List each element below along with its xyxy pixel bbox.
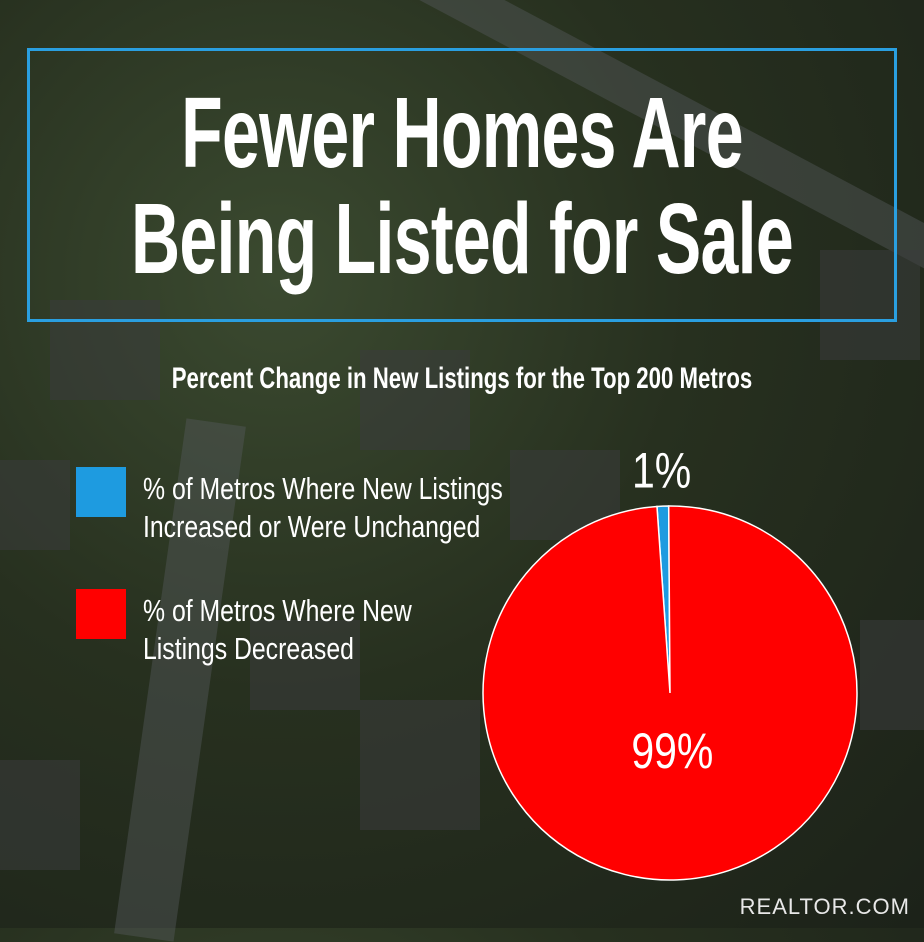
background — [250, 620, 360, 710]
pie-slice — [482, 505, 858, 881]
legend-label: % of Metros Where New Listings Decreased — [143, 593, 412, 666]
background — [0, 460, 70, 550]
chart-subtitle: Percent Change in New Listings for the T… — [171, 362, 753, 395]
legend-swatch — [76, 589, 126, 639]
background — [820, 250, 920, 360]
chart-title: Fewer Homes Are Being Listed for Sale — [130, 77, 794, 295]
data-label: 1% — [632, 443, 691, 499]
background — [860, 620, 924, 730]
background — [50, 300, 160, 400]
background — [0, 760, 80, 870]
legend-label: % of Metros Where New Listings Increased… — [143, 471, 503, 544]
background — [360, 350, 470, 450]
source: REALTOR.COM — [739, 894, 910, 919]
title-frame — [27, 48, 897, 322]
data-label: 99% — [631, 723, 713, 779]
background — [360, 700, 480, 830]
legend-swatch — [76, 467, 126, 517]
